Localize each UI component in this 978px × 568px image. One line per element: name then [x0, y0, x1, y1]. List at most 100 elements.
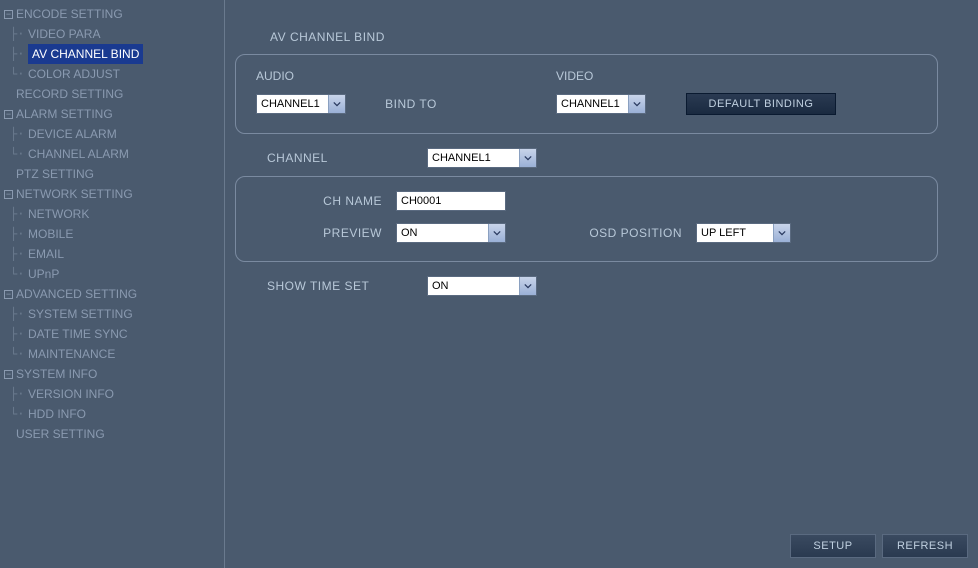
- preview-label: PREVIEW: [266, 226, 396, 240]
- channel-select-value: CHANNEL1: [432, 152, 491, 164]
- tree-branch-icon: ├·: [10, 25, 28, 43]
- sidebar-item-hdd-info[interactable]: └·HDD INFO: [0, 404, 224, 424]
- sidebar: −ENCODE SETTING├·VIDEO PARA├·AV CHANNEL …: [0, 0, 225, 568]
- main-panel: AV CHANNEL BIND AUDIO VIDEO CHANNEL1 BIN…: [225, 0, 978, 568]
- chevron-down-icon: [328, 95, 345, 113]
- tree-branch-icon: ├·: [10, 225, 28, 243]
- sidebar-item-mobile[interactable]: ├·MOBILE: [0, 224, 224, 244]
- chevron-down-icon: [773, 224, 790, 242]
- collapse-icon[interactable]: −: [4, 190, 13, 199]
- tree-branch-icon: └·: [10, 265, 28, 283]
- sidebar-item-ptz-setting[interactable]: PTZ SETTING: [0, 164, 224, 184]
- sidebar-item-label: NETWORK SETTING: [16, 184, 133, 204]
- sidebar-item-label: MAINTENANCE: [28, 344, 115, 364]
- sidebar-item-record-setting[interactable]: RECORD SETTING: [0, 84, 224, 104]
- audio-header: AUDIO: [256, 69, 346, 83]
- sidebar-item-label: SYSTEM SETTING: [28, 304, 133, 324]
- osd-position-select[interactable]: UP LEFT: [696, 223, 791, 243]
- default-binding-button[interactable]: DEFAULT BINDING: [686, 93, 836, 115]
- collapse-icon[interactable]: −: [4, 110, 13, 119]
- sidebar-item-color-adjust[interactable]: └·COLOR ADJUST: [0, 64, 224, 84]
- channel-panel: CH NAME PREVIEW ON OSD POSITION UP LEFT: [235, 176, 938, 262]
- sidebar-item-video-para[interactable]: ├·VIDEO PARA: [0, 24, 224, 44]
- sidebar-item-label: ADVANCED SETTING: [16, 284, 137, 304]
- video-select-value: CHANNEL1: [561, 98, 620, 110]
- sidebar-item-email[interactable]: ├·EMAIL: [0, 244, 224, 264]
- sidebar-item-label: NETWORK: [28, 204, 89, 224]
- chevron-down-icon: [519, 277, 536, 295]
- collapse-icon[interactable]: −: [4, 370, 13, 379]
- nav-tree: −ENCODE SETTING├·VIDEO PARA├·AV CHANNEL …: [0, 4, 224, 444]
- ch-name-label: CH NAME: [266, 194, 396, 208]
- osd-position-label: OSD POSITION: [566, 226, 696, 240]
- setup-button[interactable]: SETUP: [790, 534, 876, 558]
- sidebar-item-upnp[interactable]: └·UPnP: [0, 264, 224, 284]
- sidebar-item-label: DATE TIME SYNC: [28, 324, 128, 344]
- channel-select[interactable]: CHANNEL1: [427, 148, 537, 168]
- footer-buttons: SETUP REFRESH: [790, 534, 968, 558]
- show-time-select[interactable]: ON: [427, 276, 537, 296]
- sidebar-item-label: MOBILE: [28, 224, 73, 244]
- sidebar-item-label: VERSION INFO: [28, 384, 114, 404]
- sidebar-item-label: VIDEO PARA: [28, 24, 100, 44]
- sidebar-item-user-setting[interactable]: USER SETTING: [0, 424, 224, 444]
- sidebar-item-system-info[interactable]: −SYSTEM INFO: [0, 364, 224, 384]
- tree-branch-icon: ├·: [10, 205, 28, 223]
- tree-branch-icon: └·: [10, 345, 28, 363]
- osd-position-value: UP LEFT: [701, 227, 746, 239]
- sidebar-item-version-info[interactable]: ├·VERSION INFO: [0, 384, 224, 404]
- collapse-icon[interactable]: −: [4, 10, 13, 19]
- sidebar-item-label: ALARM SETTING: [16, 104, 113, 124]
- collapse-icon[interactable]: −: [4, 290, 13, 299]
- tree-branch-icon: └·: [10, 65, 28, 83]
- sidebar-item-system-setting[interactable]: ├·SYSTEM SETTING: [0, 304, 224, 324]
- preview-select[interactable]: ON: [396, 223, 506, 243]
- tree-branch-icon: └·: [10, 145, 28, 163]
- bind-panel: AUDIO VIDEO CHANNEL1 BIND TO CHANNEL1: [235, 54, 938, 134]
- sidebar-item-channel-alarm[interactable]: └·CHANNEL ALARM: [0, 144, 224, 164]
- video-select[interactable]: CHANNEL1: [556, 94, 646, 114]
- channel-label: CHANNEL: [267, 151, 427, 165]
- chevron-down-icon: [488, 224, 505, 242]
- tree-branch-icon: └·: [10, 405, 28, 423]
- tree-branch-icon: ├·: [10, 385, 28, 403]
- preview-select-value: ON: [401, 227, 418, 239]
- sidebar-item-maintenance[interactable]: └·MAINTENANCE: [0, 344, 224, 364]
- ch-name-input[interactable]: [396, 191, 506, 211]
- chevron-down-icon: [628, 95, 645, 113]
- sidebar-item-date-time-sync[interactable]: ├·DATE TIME SYNC: [0, 324, 224, 344]
- sidebar-item-encode-setting[interactable]: −ENCODE SETTING: [0, 4, 224, 24]
- sidebar-item-label: USER SETTING: [16, 424, 105, 444]
- sidebar-item-label: COLOR ADJUST: [28, 64, 120, 84]
- tree-branch-icon: ├·: [10, 125, 28, 143]
- sidebar-item-label: SYSTEM INFO: [16, 364, 97, 384]
- tree-branch-icon: ├·: [10, 325, 28, 343]
- sidebar-item-label: AV CHANNEL BIND: [28, 44, 143, 64]
- page-title: AV CHANNEL BIND: [270, 30, 968, 44]
- sidebar-item-advanced-setting[interactable]: −ADVANCED SETTING: [0, 284, 224, 304]
- sidebar-item-av-channel-bind[interactable]: ├·AV CHANNEL BIND: [0, 44, 224, 64]
- sidebar-item-device-alarm[interactable]: ├·DEVICE ALARM: [0, 124, 224, 144]
- video-header: VIDEO: [556, 69, 686, 83]
- audio-select-value: CHANNEL1: [261, 98, 320, 110]
- tree-branch-icon: ├·: [10, 45, 28, 63]
- sidebar-item-label: HDD INFO: [28, 404, 86, 424]
- tree-branch-icon: ├·: [10, 305, 28, 323]
- sidebar-item-label: ENCODE SETTING: [16, 4, 123, 24]
- sidebar-item-network-setting[interactable]: −NETWORK SETTING: [0, 184, 224, 204]
- refresh-button[interactable]: REFRESH: [882, 534, 968, 558]
- tree-branch-icon: ├·: [10, 245, 28, 263]
- sidebar-item-label: RECORD SETTING: [16, 84, 123, 104]
- sidebar-item-label: CHANNEL ALARM: [28, 144, 129, 164]
- show-time-value: ON: [432, 280, 449, 292]
- sidebar-item-label: UPnP: [28, 264, 59, 284]
- sidebar-item-label: DEVICE ALARM: [28, 124, 117, 144]
- sidebar-item-alarm-setting[interactable]: −ALARM SETTING: [0, 104, 224, 124]
- sidebar-item-label: PTZ SETTING: [16, 164, 94, 184]
- sidebar-item-label: EMAIL: [28, 244, 64, 264]
- audio-select[interactable]: CHANNEL1: [256, 94, 346, 114]
- show-time-label: SHOW TIME SET: [267, 279, 427, 293]
- bind-to-label: BIND TO: [346, 97, 476, 111]
- chevron-down-icon: [519, 149, 536, 167]
- sidebar-item-network[interactable]: ├·NETWORK: [0, 204, 224, 224]
